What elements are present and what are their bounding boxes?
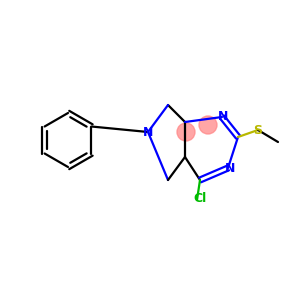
Circle shape xyxy=(177,123,195,141)
Text: N: N xyxy=(225,161,235,175)
Text: Cl: Cl xyxy=(194,191,207,205)
Text: N: N xyxy=(143,125,153,139)
Circle shape xyxy=(199,116,217,134)
Text: N: N xyxy=(218,110,228,122)
Text: S: S xyxy=(254,124,262,136)
